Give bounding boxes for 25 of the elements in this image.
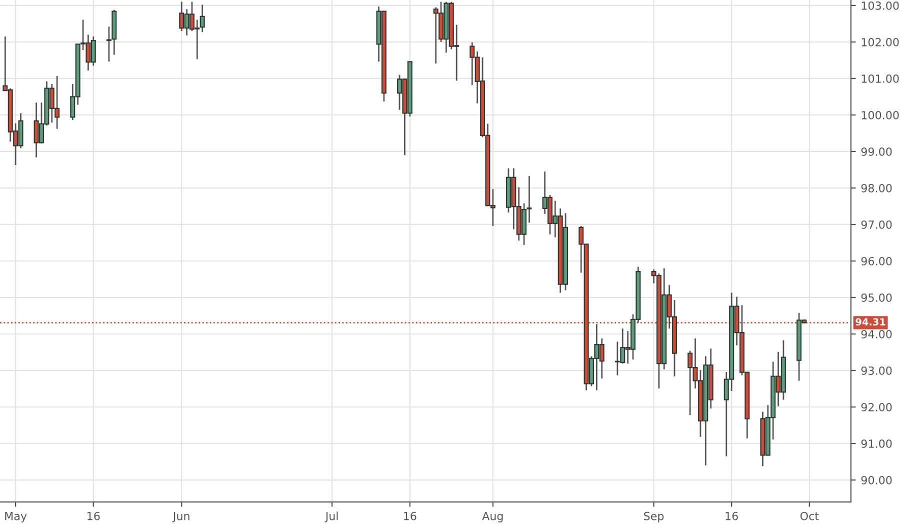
y-tick-label: 100.00 [862,110,899,120]
x-tick-label: 16 [726,512,738,520]
y-tick-label: 103.00 [862,1,899,10]
y-tick-label: 92.00 [861,402,892,412]
ref-line-label: 94.31 [856,318,886,326]
x-tick-label: May [5,512,27,522]
y-tick-label: 90.00 [861,476,892,484]
x-tick-label: Oct [800,512,819,520]
y-tick-label: 91.00 [861,439,892,448]
y-tick-label: 102.00 [862,38,899,46]
y-tick-label: 94.00 [861,330,892,338]
x-tick-label: Jul [324,512,338,522]
x-tick-label: 16 [88,512,100,520]
y-tick-label: 93.00 [861,366,892,375]
y-tick-label: 96.00 [861,256,892,266]
y-tick-label: 99.00 [861,147,892,156]
candlestick [200,4,205,33]
y-tick-label: 98.00 [861,184,892,192]
x-tick-label: Sep [644,512,664,522]
x-tick-label: Aug [482,512,503,522]
x-tick-label: Jun [172,512,190,522]
y-tick-label: 97.00 [861,220,892,229]
x-tick-label: 16 [404,512,416,520]
y-tick-label: 101.00 [862,74,899,83]
y-tick-label: 95.00 [861,293,892,302]
